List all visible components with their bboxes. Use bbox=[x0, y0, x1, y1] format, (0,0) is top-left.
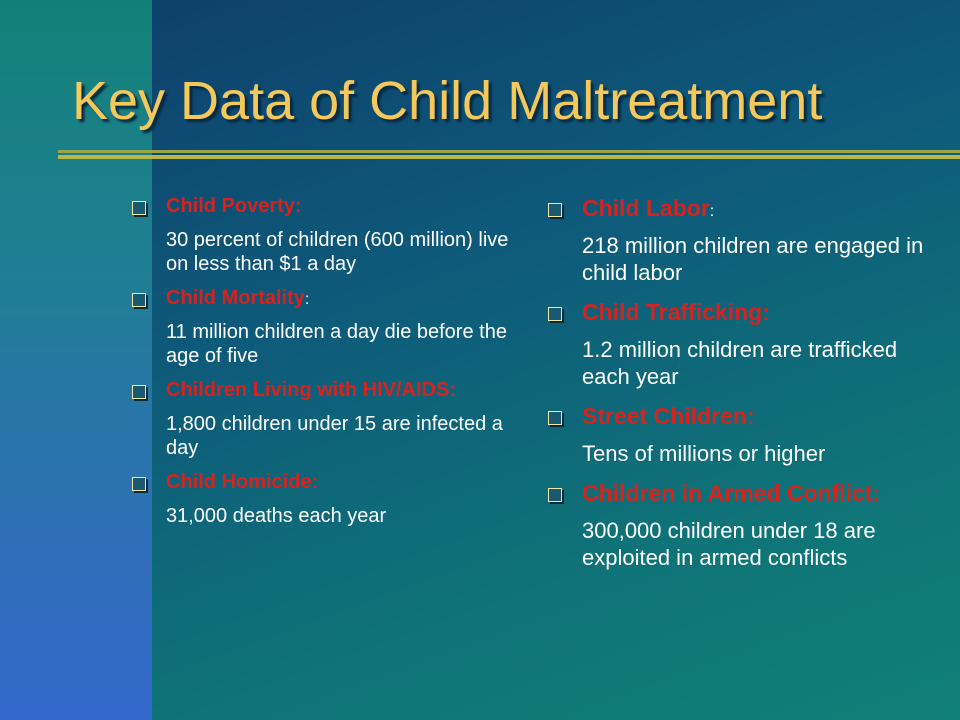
item-description: 300,000 children under 18 are exploited … bbox=[582, 518, 876, 570]
item-heading: Child Trafficking: bbox=[582, 299, 770, 325]
list-item-child-mortality: Child Mortality: 11 million children a d… bbox=[132, 286, 512, 368]
item-heading: Child Homicide: bbox=[166, 471, 319, 493]
left-column: Child Poverty: 30 percent of children (6… bbox=[132, 194, 512, 538]
list-item-child-trafficking: Child Trafficking: 1.2 million children … bbox=[548, 298, 938, 390]
slide-title: Key Data of Child Maltreatment bbox=[72, 71, 823, 131]
square-bullet-icon bbox=[132, 201, 146, 215]
item-description: 1.2 million children are trafficked each… bbox=[582, 337, 898, 389]
right-column: Child Labor: 218 million children are en… bbox=[548, 194, 938, 583]
title-divider bbox=[58, 150, 960, 160]
item-heading: Child Labor bbox=[582, 195, 710, 221]
item-heading-suffix: : bbox=[709, 203, 715, 220]
square-bullet-icon bbox=[132, 385, 146, 399]
left-gradient-strip bbox=[0, 0, 152, 720]
item-heading-suffix: : bbox=[304, 291, 310, 308]
list-item-child-homicide: Child Homicide: 31,000 deaths each year bbox=[132, 470, 512, 528]
item-heading: Child Mortality bbox=[166, 287, 305, 309]
item-description: 30 percent of children (600 million) liv… bbox=[166, 229, 509, 275]
square-bullet-icon bbox=[548, 307, 562, 321]
square-bullet-icon bbox=[132, 477, 146, 491]
list-item-child-poverty: Child Poverty: 30 percent of children (6… bbox=[132, 194, 512, 276]
item-heading: Children Living with HIV/AIDS: bbox=[166, 379, 456, 401]
item-heading: Street Children: bbox=[582, 403, 755, 429]
item-description: 11 million children a day die before the… bbox=[166, 321, 507, 367]
list-item-child-labor: Child Labor: 218 million children are en… bbox=[548, 194, 938, 286]
square-bullet-icon bbox=[548, 203, 562, 217]
list-item-children-hiv: Children Living with HIV/AIDS: 1,800 chi… bbox=[132, 378, 512, 460]
item-heading: Child Poverty: bbox=[166, 195, 302, 217]
list-item-armed-conflict: Children in Armed Conflict: 300,000 chil… bbox=[548, 479, 938, 571]
square-bullet-icon bbox=[132, 293, 146, 307]
item-description: 218 million children are engaged in chil… bbox=[582, 233, 924, 285]
list-item-street-children: Street Children: Tens of millions or hig… bbox=[548, 402, 938, 467]
item-heading: Children in Armed Conflict: bbox=[582, 480, 881, 506]
item-description: Tens of millions or higher bbox=[582, 441, 826, 466]
square-bullet-icon bbox=[548, 488, 562, 502]
square-bullet-icon bbox=[548, 411, 562, 425]
item-description: 1,800 children under 15 are infected a d… bbox=[166, 413, 503, 459]
item-description: 31,000 deaths each year bbox=[166, 505, 387, 527]
